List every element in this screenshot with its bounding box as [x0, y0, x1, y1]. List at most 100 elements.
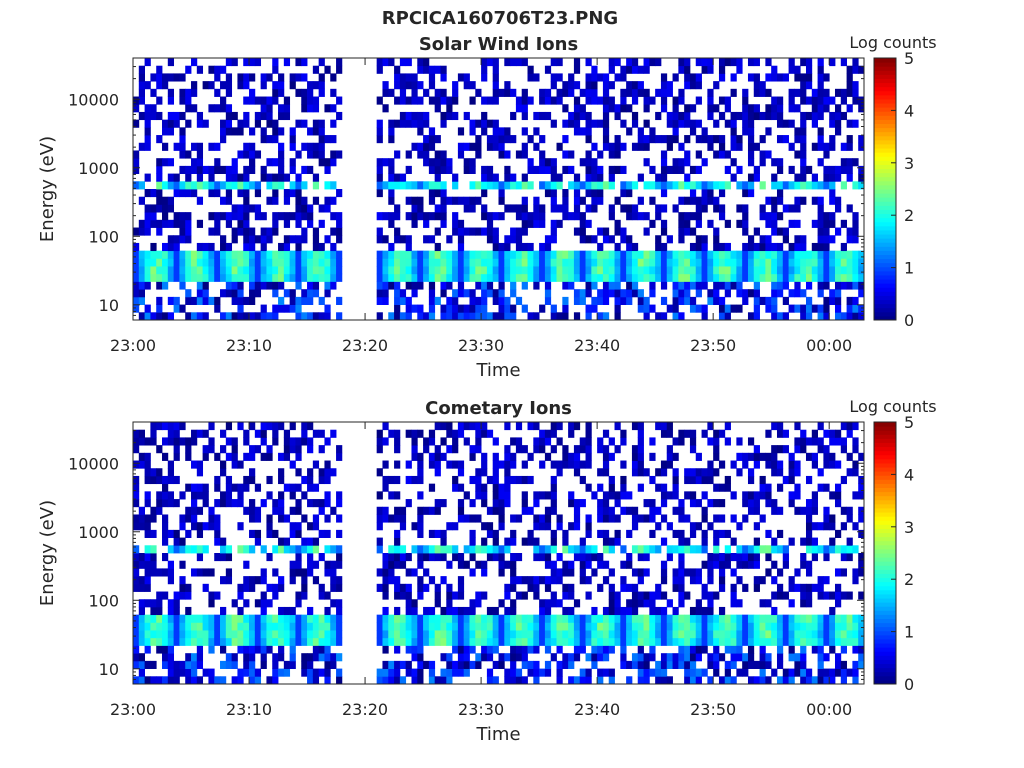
colorbar-swatch — [874, 78, 896, 84]
spectrogram-cell — [191, 630, 198, 639]
spectrogram-cell — [423, 250, 430, 259]
spectrogram-cell — [167, 181, 175, 190]
spectrogram-cell — [811, 499, 818, 508]
colorbar-title: Log counts — [849, 397, 936, 416]
spectrogram-cell — [156, 135, 163, 144]
spectrogram-cell — [701, 591, 708, 600]
spectrogram-cell — [771, 422, 778, 431]
spectrogram-cell — [846, 296, 853, 305]
spectrogram-cell — [614, 273, 621, 282]
spectrogram-cell — [283, 196, 291, 205]
spectrogram-cell — [591, 606, 598, 616]
spectrogram-cell — [156, 491, 163, 500]
spectrogram-cell — [597, 273, 604, 282]
spectrogram-cell — [515, 676, 523, 685]
spectrogram-cell — [191, 181, 198, 190]
spectrogram-cell — [492, 645, 499, 654]
spectrogram-cell — [423, 58, 430, 67]
spectrogram-cell — [481, 96, 488, 105]
spectrogram-cell — [608, 506, 615, 515]
spectrogram-cell — [208, 273, 215, 282]
spectrogram-cell — [278, 475, 285, 485]
spectrogram-cell — [846, 227, 853, 236]
spectrogram-cell — [318, 242, 325, 252]
spectrogram-cell — [515, 576, 523, 585]
spectrogram-cell — [382, 88, 389, 97]
spectrogram-cell — [411, 437, 418, 446]
spectrogram-cell — [597, 181, 604, 190]
spectrogram-cell — [510, 537, 517, 546]
colorbar-swatch — [874, 655, 896, 660]
spectrogram-cell — [585, 258, 592, 267]
spectrogram-cell — [747, 289, 755, 298]
spectrogram-cell — [788, 88, 795, 97]
spectrogram-cell — [225, 81, 233, 90]
spectrogram-cell — [434, 506, 441, 515]
colorbar-swatch — [874, 507, 896, 513]
spectrogram-cell — [394, 529, 401, 538]
spectrogram-cell — [823, 622, 830, 631]
spectrogram-cell — [550, 181, 557, 190]
spectrogram-cell — [602, 653, 610, 662]
spectrogram-cell — [272, 135, 279, 144]
spectrogram-cell — [411, 204, 418, 213]
spectrogram-cell — [829, 491, 836, 500]
spectrogram-cell — [858, 514, 865, 523]
spectrogram-cell — [452, 173, 459, 182]
spectrogram-cell — [834, 460, 842, 469]
spectrogram-cell — [510, 235, 517, 244]
spectrogram-cell — [701, 304, 708, 313]
spectrogram-cell — [562, 591, 569, 600]
spectrogram-cell — [289, 460, 296, 469]
spectrogram-cell — [278, 514, 285, 523]
spectrogram-cell — [486, 173, 494, 182]
spectrogram-cell — [521, 645, 528, 654]
spectrogram-cell — [800, 645, 807, 654]
spectrogram-cell — [452, 445, 459, 454]
spectrogram-cell — [475, 560, 482, 569]
spectrogram-cell — [179, 281, 186, 290]
spectrogram-cell — [156, 281, 163, 290]
spectrogram-cell — [771, 622, 778, 631]
spectrogram-cell — [655, 522, 662, 531]
spectrogram-cell — [718, 250, 726, 259]
spectrogram-cell — [376, 545, 383, 554]
spectrogram-cell — [805, 296, 813, 305]
spectrogram-cell — [626, 296, 633, 305]
spectrogram-cell — [747, 250, 755, 259]
spectrogram-cell — [231, 212, 238, 221]
spectrogram-cell — [631, 96, 639, 105]
spectrogram-cell — [394, 266, 401, 275]
spectrogram-cell — [202, 281, 209, 290]
spectrogram-cell — [295, 553, 302, 562]
spectrogram-cell — [678, 514, 685, 523]
spectrogram-cell — [602, 452, 610, 461]
spectrogram-cell — [394, 676, 401, 685]
spectrogram-cell — [643, 58, 650, 67]
spectrogram-cell — [655, 312, 662, 321]
spectrogram-cell — [301, 583, 308, 592]
spectrogram-cell — [527, 73, 534, 82]
spectrogram-cell — [417, 429, 424, 438]
spectrogram-cell — [701, 196, 708, 205]
spectrogram-cell — [452, 429, 459, 438]
spectrogram-cell — [643, 88, 650, 97]
spectrogram-cell — [417, 81, 424, 90]
spectrogram-cell — [254, 514, 262, 523]
spectrogram-cell — [620, 429, 627, 438]
spectrogram-cell — [678, 111, 685, 121]
spectrogram-cell — [220, 468, 227, 477]
spectrogram-cell — [481, 522, 488, 531]
spectrogram-cell — [481, 653, 488, 662]
spectrogram-cell — [597, 529, 604, 538]
colorbar-tick-label: 0 — [904, 675, 914, 694]
spectrogram-cell — [289, 273, 296, 282]
spectrogram-cell — [765, 304, 772, 313]
spectrogram-cell — [214, 88, 221, 97]
spectrogram-cell — [550, 599, 557, 608]
spectrogram-cell — [539, 622, 546, 631]
spectrogram-cell — [481, 304, 488, 313]
spectrogram-cell — [446, 599, 453, 608]
spectrogram-cell — [550, 227, 557, 236]
